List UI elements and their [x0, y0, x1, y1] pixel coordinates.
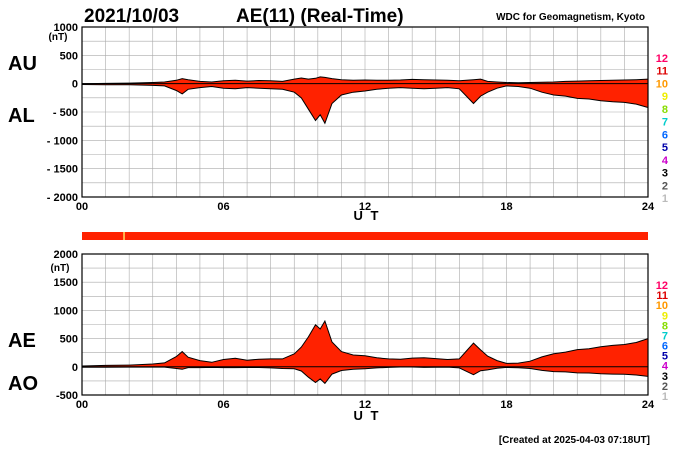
y-tick-label: 1000	[54, 22, 78, 34]
station-legend-item: 10	[656, 78, 668, 90]
coverage-gap-mark	[123, 232, 125, 240]
plot-frame	[81, 26, 649, 198]
created-timestamp: [Created at 2025-04-03 07:18UT]	[499, 435, 650, 446]
y-tick-label: - 1000	[47, 135, 78, 147]
y-tick-label: 0	[72, 79, 78, 91]
series-line-au	[81, 76, 649, 85]
x-tick-label: 00	[76, 201, 88, 213]
station-legend-item: 4	[662, 155, 669, 167]
x-tick-label: 12	[359, 201, 371, 213]
station-legend-item: 10	[656, 300, 668, 312]
series-line-ae	[81, 319, 649, 367]
band-fill	[82, 76, 648, 124]
station-legend-item: 5	[662, 142, 668, 154]
station-legend-item: 2	[662, 180, 668, 192]
station-legend-item: 9	[662, 91, 668, 103]
grid-lines	[81, 26, 649, 198]
station-legend-item: 6	[662, 129, 668, 141]
coverage-bar-fill	[82, 232, 648, 240]
chart-title: AE(11) (Real-Time)	[236, 6, 404, 27]
x-tick-label: 24	[642, 399, 655, 411]
station-legend-item: 7	[662, 330, 668, 342]
x-tick-label: 06	[217, 399, 229, 411]
x-axis-label-2: U T	[354, 408, 381, 423]
station-legend-item: 11	[656, 290, 668, 302]
station-legend-item: 11	[656, 66, 668, 78]
y-tick-label: 1500	[54, 277, 78, 289]
ae-label: AE	[8, 330, 36, 352]
station-legend-item: 1	[662, 193, 668, 205]
station-legend-item: 7	[662, 117, 668, 129]
y-tick-label: 500	[60, 334, 78, 346]
x-tick-label: 24	[642, 201, 655, 213]
ao-label: AO	[8, 373, 38, 395]
station-legend-item: 12	[656, 53, 668, 65]
unit-label-2: (nT)	[51, 263, 70, 274]
station-legend-item: 9	[662, 310, 668, 322]
station-legend-item: 8	[662, 104, 668, 116]
x-axis-label-1: U T	[354, 208, 381, 223]
al-label: AL	[8, 105, 35, 127]
unit-label-1: (nT)	[49, 32, 68, 43]
y-tick-label: 0	[72, 362, 78, 374]
station-legend-item: 4	[662, 361, 669, 373]
y-tick-label: 500	[60, 50, 78, 62]
y-tick-label: - 500	[53, 107, 78, 119]
station-legend-item: 8	[662, 320, 668, 332]
series-line-al	[81, 84, 649, 125]
station-legend-item: 6	[662, 341, 668, 353]
x-tick-label: 18	[500, 201, 512, 213]
y-tick-label: -500	[56, 390, 78, 402]
station-legend-item: 3	[662, 371, 668, 383]
x-tick-label: 18	[500, 399, 512, 411]
date-label: 2021/10/03	[84, 6, 179, 27]
series-line-ao	[82, 366, 649, 385]
y-tick-label: 1000	[54, 305, 78, 317]
y-tick-label: 2000	[54, 249, 78, 261]
data-coverage-bar	[82, 232, 648, 240]
station-legend-item: 2	[662, 381, 668, 393]
au-label: AU	[8, 53, 37, 75]
x-tick-label: 00	[76, 399, 88, 411]
plot-frame	[81, 253, 649, 396]
station-legend-item: 1	[662, 391, 668, 403]
x-tick-label: 12	[359, 399, 371, 411]
y-tick-label: - 1500	[47, 164, 78, 176]
station-legend-item: 12	[656, 280, 668, 292]
y-tick-label: - 2000	[47, 192, 78, 204]
station-legend-item: 5	[662, 351, 668, 363]
x-tick-label: 06	[217, 201, 229, 213]
grid-lines	[81, 253, 649, 396]
station-legend-item: 3	[662, 168, 668, 180]
source-label: WDC for Geomagnetism, Kyoto	[496, 12, 645, 23]
